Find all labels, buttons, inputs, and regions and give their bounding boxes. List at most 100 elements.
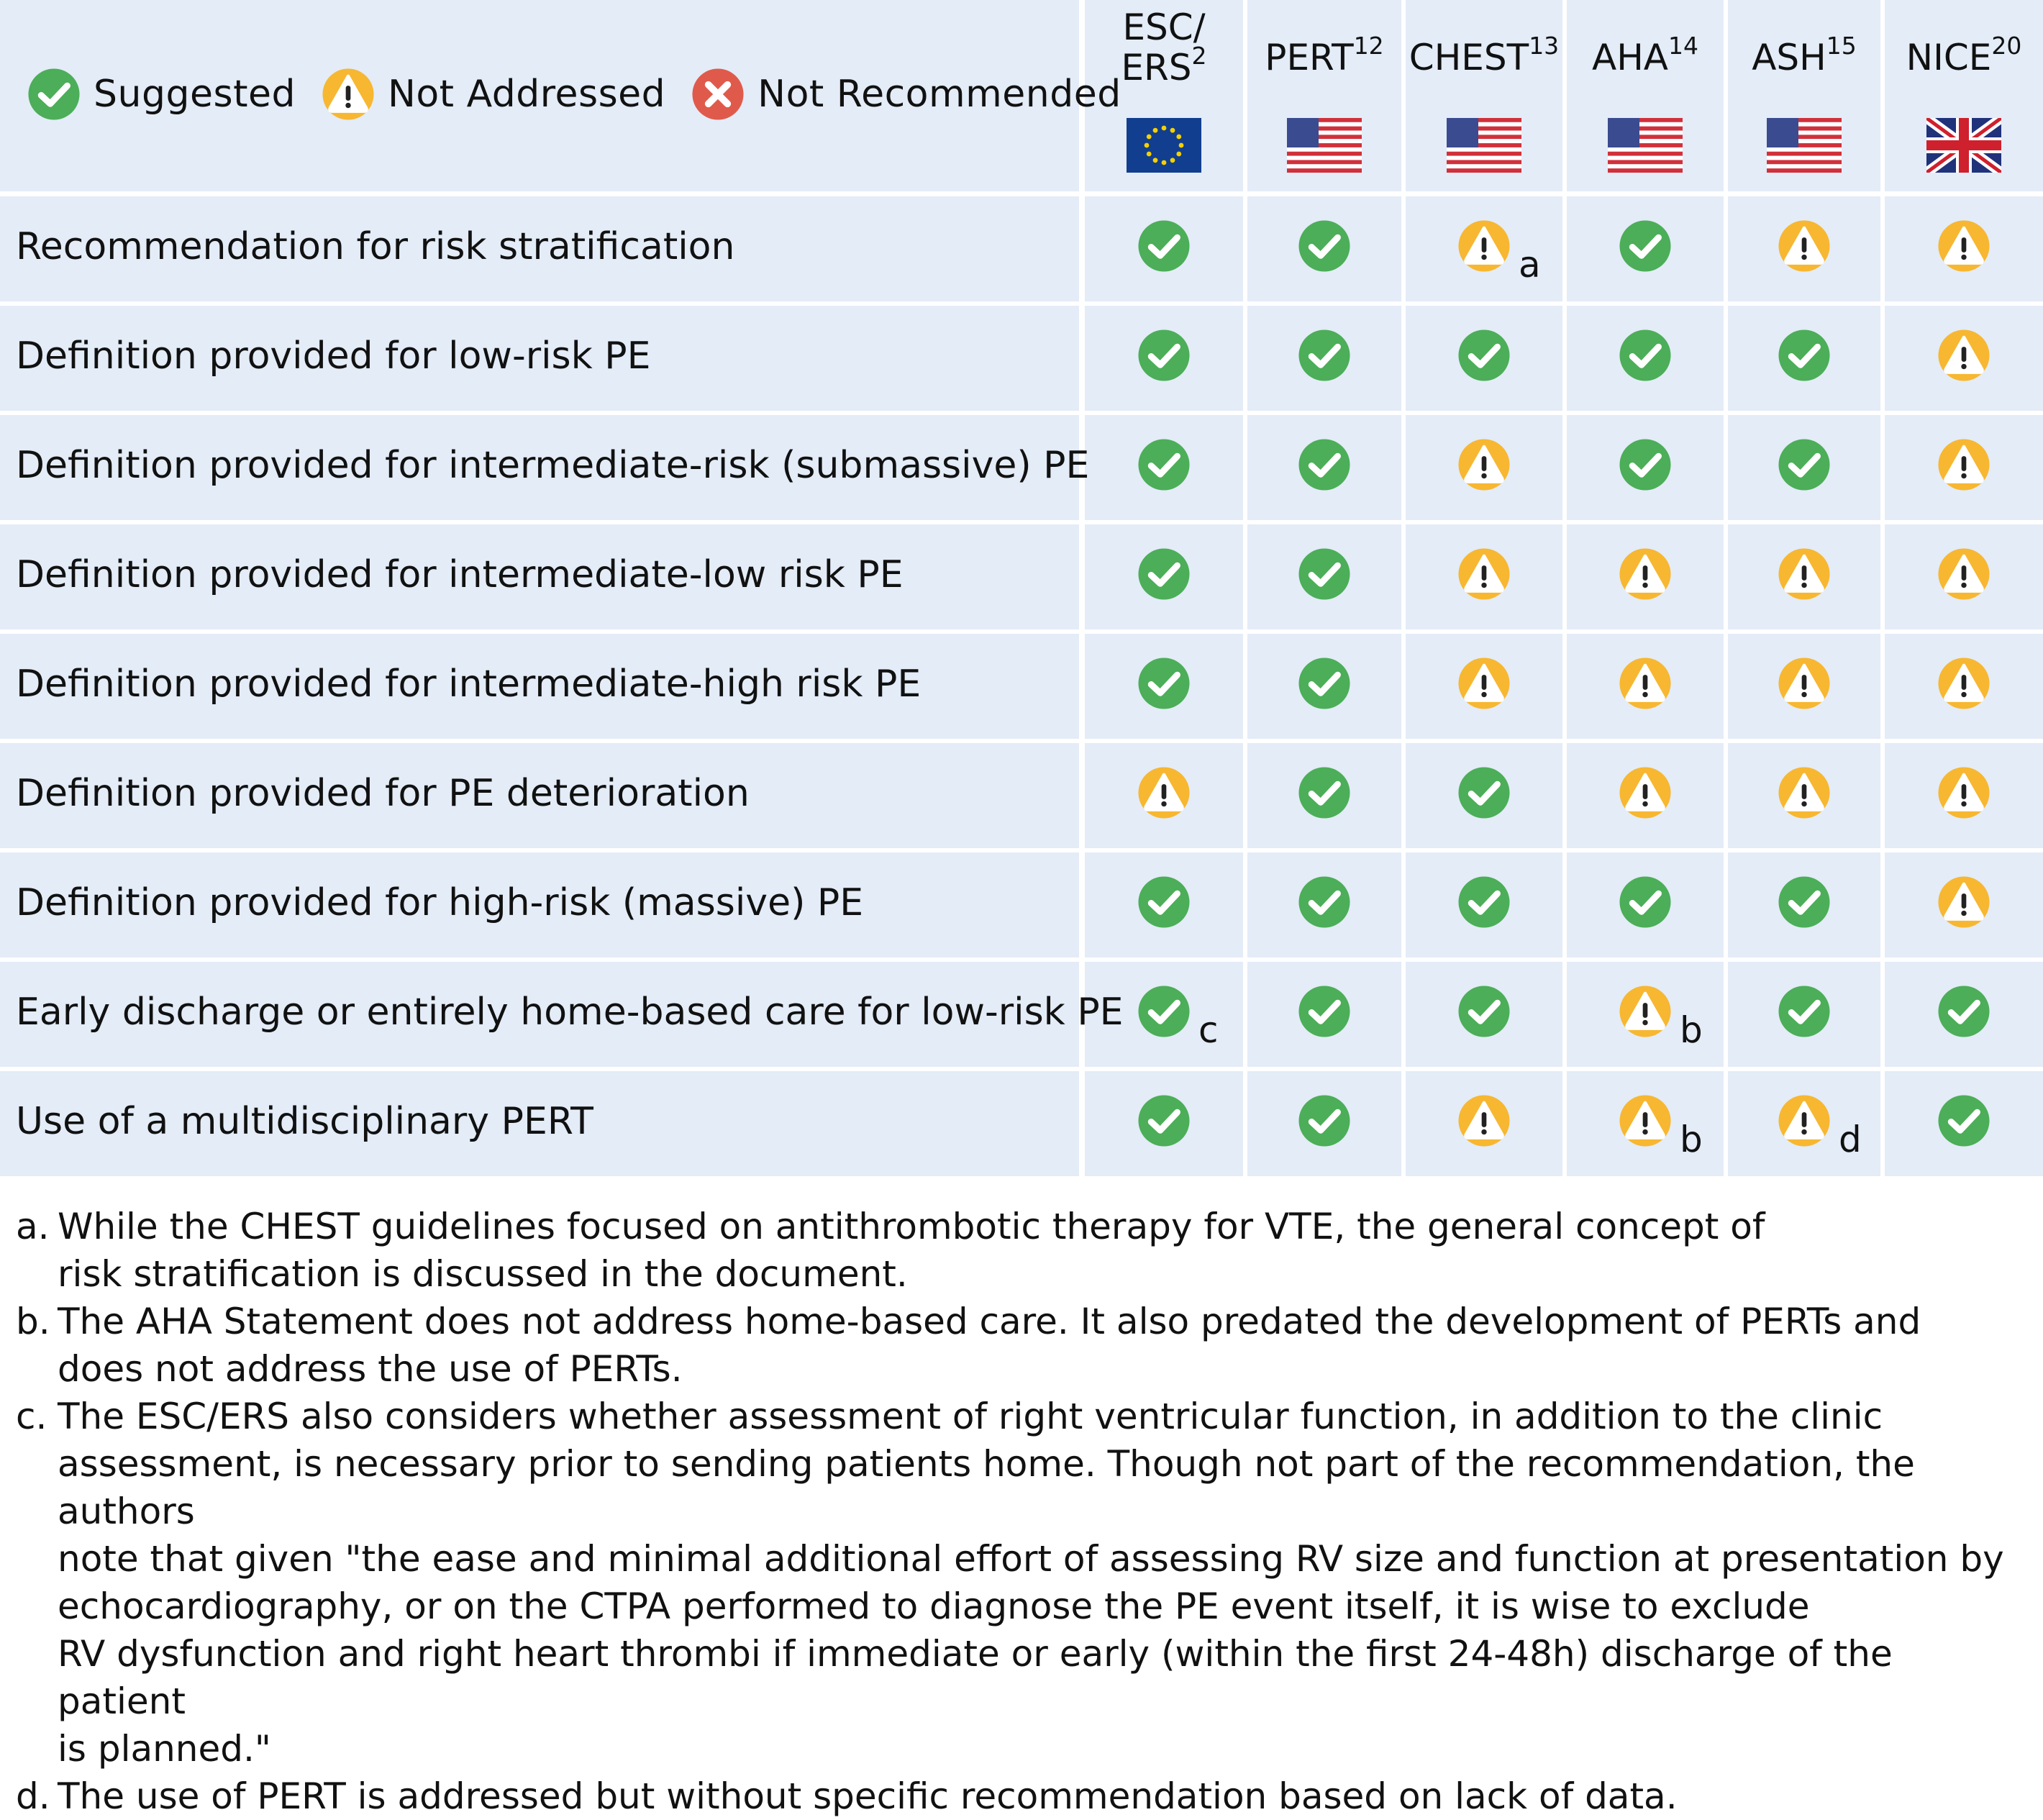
- column-name-text: ASH: [1752, 37, 1826, 78]
- row-label: Definition provided for high-risk (massi…: [16, 881, 864, 924]
- row-label-cell: [0, 634, 1079, 739]
- check-icon: [27, 68, 94, 121]
- check-icon: [1457, 329, 1511, 385]
- check-icon: [1298, 329, 1351, 385]
- footnote-line: assessment, is necessary prior to sendin…: [58, 1443, 1915, 1532]
- warning-icon: [1619, 985, 1672, 1041]
- footnote-text: The AHA Statement does not address home-…: [58, 1298, 2030, 1393]
- footnote-text: The ESC/ERS also considers whether asses…: [58, 1393, 2030, 1773]
- footnotes: a. While the CHEST guidelines focused on …: [16, 1203, 2030, 1820]
- row-label-cell: [0, 852, 1079, 957]
- column-ref: 15: [1826, 32, 1857, 60]
- warning-icon: [1937, 657, 1990, 713]
- row-label-cell: [0, 306, 1079, 411]
- footnote-line: echocardiography, or on the CTPA perform…: [58, 1585, 1810, 1627]
- check-icon: [1619, 219, 1672, 276]
- check-icon: [1298, 985, 1351, 1041]
- warning-icon: [1457, 219, 1511, 276]
- footnote: d. The use of PERT is addressed but witho…: [16, 1773, 2030, 1820]
- check-icon: [1298, 657, 1351, 713]
- legend-label: Not Addressed: [387, 73, 666, 116]
- footnote-marker: a: [1519, 244, 1541, 286]
- footnote-line: The use of PERT is addressed but without…: [58, 1775, 1678, 1817]
- row-label-cell: [0, 1071, 1079, 1176]
- check-icon: [1137, 438, 1191, 494]
- row-label: Definition provided for low-risk PE: [16, 335, 651, 378]
- column-ref: 14: [1668, 32, 1698, 60]
- check-icon: [1298, 219, 1351, 276]
- warning-icon: [1778, 766, 1831, 822]
- check-icon: [1137, 1094, 1191, 1150]
- warning-icon: [1778, 657, 1831, 713]
- column-header: ESC/ERS2: [1085, 7, 1243, 88]
- row-label: Definition provided for intermediate-ris…: [16, 444, 1090, 487]
- check-icon: [1457, 985, 1511, 1041]
- check-icon: [1137, 547, 1191, 604]
- check-icon: [1457, 766, 1511, 822]
- column-header: AHA14: [1567, 34, 1724, 78]
- eu-flag-icon: [1127, 118, 1201, 176]
- check-icon: [1937, 1094, 1990, 1150]
- row-label-cell: [0, 524, 1079, 629]
- check-icon: [1137, 985, 1191, 1041]
- check-icon: [1778, 438, 1831, 494]
- legend: Suggested Not Addressed Not Recommended: [27, 68, 1147, 121]
- footnote-marker: c: [1198, 1009, 1219, 1051]
- footnote-line: The ESC/ERS also considers whether asses…: [58, 1396, 1883, 1437]
- check-icon: [1298, 547, 1351, 604]
- check-icon: [1937, 985, 1990, 1041]
- warning-icon: [1937, 219, 1990, 276]
- uk-flag-icon: [1923, 114, 2005, 177]
- row-label-cell: [0, 415, 1079, 520]
- legend-label: Not Recommended: [757, 73, 1121, 116]
- us-flag-icon: [1767, 118, 1842, 176]
- footnote-letter: b.: [16, 1301, 50, 1342]
- legend-item: Not Recommended: [691, 68, 1121, 121]
- warning-icon: [1778, 219, 1831, 276]
- warning-icon: [1457, 1094, 1511, 1150]
- legend-item: Not Addressed: [322, 68, 665, 121]
- footnote-line: risk stratification is discussed in the …: [58, 1253, 908, 1295]
- guideline-comparison-table: Suggested Not Addressed Not Recommended ESC…: [0, 0, 2043, 1176]
- check-icon: [1137, 219, 1191, 276]
- row-label-cell: [0, 743, 1079, 848]
- column-name-line: ESC/: [1122, 6, 1206, 48]
- check-icon: [1619, 329, 1672, 385]
- us-flag-icon: [1287, 118, 1362, 176]
- footnote-marker: d: [1839, 1119, 1862, 1160]
- warning-icon: [1937, 547, 1990, 604]
- column-ref: 13: [1529, 32, 1560, 60]
- warning-icon: [1619, 547, 1672, 604]
- footnote-letter: c.: [16, 1396, 47, 1437]
- footnote-line: The AHA Statement does not address home-…: [58, 1301, 1921, 1342]
- us-flag-icon: [1447, 118, 1521, 176]
- footnote-marker: b: [1680, 1119, 1703, 1160]
- warning-icon: [1619, 1094, 1672, 1150]
- column-name: NICE20: [1885, 34, 2043, 78]
- warning-icon: [1937, 875, 1990, 932]
- row-label: Definition provided for intermediate-hig…: [16, 663, 922, 706]
- warning-icon: [1619, 657, 1672, 713]
- footnote-line: does not address the use of PERTs.: [58, 1348, 683, 1390]
- footnote: c. The ESC/ERS also considers whether ass…: [16, 1393, 2030, 1773]
- footnote: b. The AHA Statement does not address hom…: [16, 1298, 2030, 1393]
- row-label-cell: [0, 962, 1079, 1067]
- warning-icon: [1457, 547, 1511, 604]
- warning-icon: [322, 68, 388, 121]
- warning-icon: [1778, 1094, 1831, 1150]
- warning-icon: [1937, 329, 1990, 385]
- check-icon: [1619, 438, 1672, 494]
- footnote-letter: a.: [16, 1206, 50, 1247]
- warning-icon: [1937, 438, 1990, 494]
- warning-icon: [1778, 547, 1831, 604]
- check-icon: [1619, 875, 1672, 932]
- warning-icon: [1937, 766, 1990, 822]
- column-ref: 2: [1191, 42, 1207, 70]
- column-header: PERT12: [1247, 34, 1401, 78]
- footnote-text: While the CHEST guidelines focused on an…: [58, 1203, 2030, 1298]
- check-icon: [1137, 329, 1191, 385]
- us-flag-icon: [1608, 118, 1683, 176]
- column-name: CHEST13: [1406, 34, 1562, 78]
- row-label: Early discharge or entirely home-based c…: [16, 991, 1124, 1034]
- column-name-text: NICE: [1906, 37, 1992, 78]
